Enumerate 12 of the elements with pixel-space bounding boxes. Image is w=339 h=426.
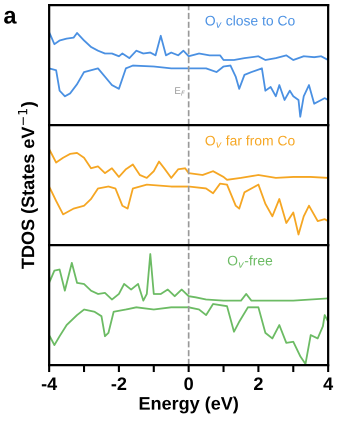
x-tick-label: -2 — [112, 377, 126, 390]
x-tick-label: 2 — [254, 377, 263, 390]
x-axis-title: Energy (eV) — [140, 396, 238, 414]
text: a — [4, 10, 17, 24]
y-axis-title: TDOS (States eV$^{−1}$) — [18, 102, 38, 269]
text: O$_{v}$ far from Co — [205, 135, 295, 148]
annotation: O$_{v}$-free — [228, 255, 272, 268]
x-tick-label: 4 — [323, 378, 334, 390]
ref-line-label: E$_{F}$ — [175, 87, 185, 96]
x-tick-label: 0 — [184, 377, 193, 390]
x-tick-label: -4 — [42, 378, 58, 390]
text: O$_{v}$ close to Co — [205, 15, 295, 28]
